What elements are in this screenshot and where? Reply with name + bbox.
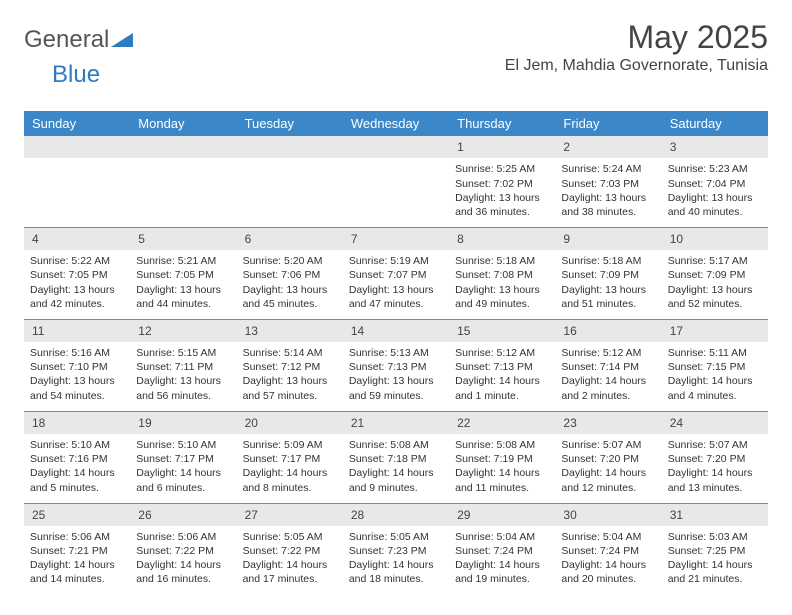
day-number-row: 11121314151617 — [24, 319, 768, 342]
day-content-cell: Sunrise: 5:21 AM Sunset: 7:05 PM Dayligh… — [130, 250, 236, 319]
day-number-cell: 24 — [662, 411, 768, 434]
day-content-cell: Sunrise: 5:04 AM Sunset: 7:24 PM Dayligh… — [449, 526, 555, 595]
day-number-cell: 18 — [24, 411, 130, 434]
day-number-cell: 5 — [130, 228, 236, 251]
day-number-cell — [237, 136, 343, 158]
day-number-cell: 28 — [343, 503, 449, 526]
day-content-cell: Sunrise: 5:18 AM Sunset: 7:09 PM Dayligh… — [555, 250, 661, 319]
day-number-cell — [130, 136, 236, 158]
day-number-cell: 26 — [130, 503, 236, 526]
day-content-cell: Sunrise: 5:09 AM Sunset: 7:17 PM Dayligh… — [237, 434, 343, 503]
day-number-cell: 9 — [555, 228, 661, 251]
day-number-cell — [24, 136, 130, 158]
month-title: May 2025 — [505, 20, 768, 55]
day-content-cell: Sunrise: 5:23 AM Sunset: 7:04 PM Dayligh… — [662, 158, 768, 227]
logo-triangle-icon — [111, 29, 133, 52]
day-content-cell: Sunrise: 5:10 AM Sunset: 7:16 PM Dayligh… — [24, 434, 130, 503]
day-number-cell: 1 — [449, 136, 555, 158]
day-content-row: Sunrise: 5:25 AM Sunset: 7:02 PM Dayligh… — [24, 158, 768, 227]
day-content-cell: Sunrise: 5:16 AM Sunset: 7:10 PM Dayligh… — [24, 342, 130, 411]
day-number-row: 25262728293031 — [24, 503, 768, 526]
day-number-cell: 27 — [237, 503, 343, 526]
day-content-cell: Sunrise: 5:10 AM Sunset: 7:17 PM Dayligh… — [130, 434, 236, 503]
day-content-cell: Sunrise: 5:19 AM Sunset: 7:07 PM Dayligh… — [343, 250, 449, 319]
logo: General — [24, 20, 135, 54]
calendar-table: Sunday Monday Tuesday Wednesday Thursday… — [24, 111, 768, 594]
day-content-row: Sunrise: 5:16 AM Sunset: 7:10 PM Dayligh… — [24, 342, 768, 411]
calendar-body: 123Sunrise: 5:25 AM Sunset: 7:02 PM Dayl… — [24, 136, 768, 594]
day-number-cell: 2 — [555, 136, 661, 158]
logo-text-blue: Blue — [52, 61, 792, 89]
day-number-cell: 19 — [130, 411, 236, 434]
day-number-cell: 3 — [662, 136, 768, 158]
day-number-cell: 23 — [555, 411, 661, 434]
day-content-cell: Sunrise: 5:06 AM Sunset: 7:22 PM Dayligh… — [130, 526, 236, 595]
day-content-cell: Sunrise: 5:12 AM Sunset: 7:14 PM Dayligh… — [555, 342, 661, 411]
day-content-row: Sunrise: 5:22 AM Sunset: 7:05 PM Dayligh… — [24, 250, 768, 319]
day-number-cell: 7 — [343, 228, 449, 251]
day-content-cell: Sunrise: 5:06 AM Sunset: 7:21 PM Dayligh… — [24, 526, 130, 595]
day-content-cell: Sunrise: 5:13 AM Sunset: 7:13 PM Dayligh… — [343, 342, 449, 411]
day-number-cell: 30 — [555, 503, 661, 526]
day-content-cell — [24, 158, 130, 227]
day-number-cell: 25 — [24, 503, 130, 526]
day-content-cell: Sunrise: 5:03 AM Sunset: 7:25 PM Dayligh… — [662, 526, 768, 595]
weekday-header: Monday — [130, 111, 236, 136]
weekday-header-row: Sunday Monday Tuesday Wednesday Thursday… — [24, 111, 768, 136]
day-number-cell: 21 — [343, 411, 449, 434]
day-number-cell: 12 — [130, 319, 236, 342]
weekday-header: Tuesday — [237, 111, 343, 136]
day-number-cell: 10 — [662, 228, 768, 251]
day-content-cell: Sunrise: 5:11 AM Sunset: 7:15 PM Dayligh… — [662, 342, 768, 411]
day-number-row: 18192021222324 — [24, 411, 768, 434]
day-content-cell: Sunrise: 5:05 AM Sunset: 7:23 PM Dayligh… — [343, 526, 449, 595]
day-number-cell: 16 — [555, 319, 661, 342]
day-number-cell: 4 — [24, 228, 130, 251]
day-content-cell: Sunrise: 5:20 AM Sunset: 7:06 PM Dayligh… — [237, 250, 343, 319]
day-content-cell: Sunrise: 5:17 AM Sunset: 7:09 PM Dayligh… — [662, 250, 768, 319]
weekday-header: Saturday — [662, 111, 768, 136]
day-content-cell: Sunrise: 5:08 AM Sunset: 7:18 PM Dayligh… — [343, 434, 449, 503]
day-number-cell: 13 — [237, 319, 343, 342]
weekday-header: Thursday — [449, 111, 555, 136]
day-number-cell: 31 — [662, 503, 768, 526]
day-content-cell: Sunrise: 5:14 AM Sunset: 7:12 PM Dayligh… — [237, 342, 343, 411]
day-content-row: Sunrise: 5:06 AM Sunset: 7:21 PM Dayligh… — [24, 526, 768, 595]
day-content-cell: Sunrise: 5:12 AM Sunset: 7:13 PM Dayligh… — [449, 342, 555, 411]
day-content-cell — [237, 158, 343, 227]
day-content-cell: Sunrise: 5:15 AM Sunset: 7:11 PM Dayligh… — [130, 342, 236, 411]
day-number-cell — [343, 136, 449, 158]
weekday-header: Wednesday — [343, 111, 449, 136]
day-number-cell: 8 — [449, 228, 555, 251]
day-content-cell: Sunrise: 5:24 AM Sunset: 7:03 PM Dayligh… — [555, 158, 661, 227]
weekday-header: Friday — [555, 111, 661, 136]
weekday-header: Sunday — [24, 111, 130, 136]
day-content-cell: Sunrise: 5:07 AM Sunset: 7:20 PM Dayligh… — [555, 434, 661, 503]
day-number-cell: 29 — [449, 503, 555, 526]
day-content-cell — [343, 158, 449, 227]
day-content-cell: Sunrise: 5:18 AM Sunset: 7:08 PM Dayligh… — [449, 250, 555, 319]
day-number-cell: 11 — [24, 319, 130, 342]
day-content-cell: Sunrise: 5:25 AM Sunset: 7:02 PM Dayligh… — [449, 158, 555, 227]
day-content-cell: Sunrise: 5:07 AM Sunset: 7:20 PM Dayligh… — [662, 434, 768, 503]
day-content-cell: Sunrise: 5:22 AM Sunset: 7:05 PM Dayligh… — [24, 250, 130, 319]
day-content-row: Sunrise: 5:10 AM Sunset: 7:16 PM Dayligh… — [24, 434, 768, 503]
day-content-cell: Sunrise: 5:08 AM Sunset: 7:19 PM Dayligh… — [449, 434, 555, 503]
logo-text-general: General — [24, 26, 109, 54]
day-content-cell — [130, 158, 236, 227]
day-number-cell: 17 — [662, 319, 768, 342]
day-number-cell: 6 — [237, 228, 343, 251]
day-number-cell: 22 — [449, 411, 555, 434]
day-content-cell: Sunrise: 5:04 AM Sunset: 7:24 PM Dayligh… — [555, 526, 661, 595]
day-content-cell: Sunrise: 5:05 AM Sunset: 7:22 PM Dayligh… — [237, 526, 343, 595]
day-number-cell: 15 — [449, 319, 555, 342]
day-number-row: 45678910 — [24, 228, 768, 251]
day-number-row: 123 — [24, 136, 768, 158]
day-number-cell: 14 — [343, 319, 449, 342]
day-number-cell: 20 — [237, 411, 343, 434]
